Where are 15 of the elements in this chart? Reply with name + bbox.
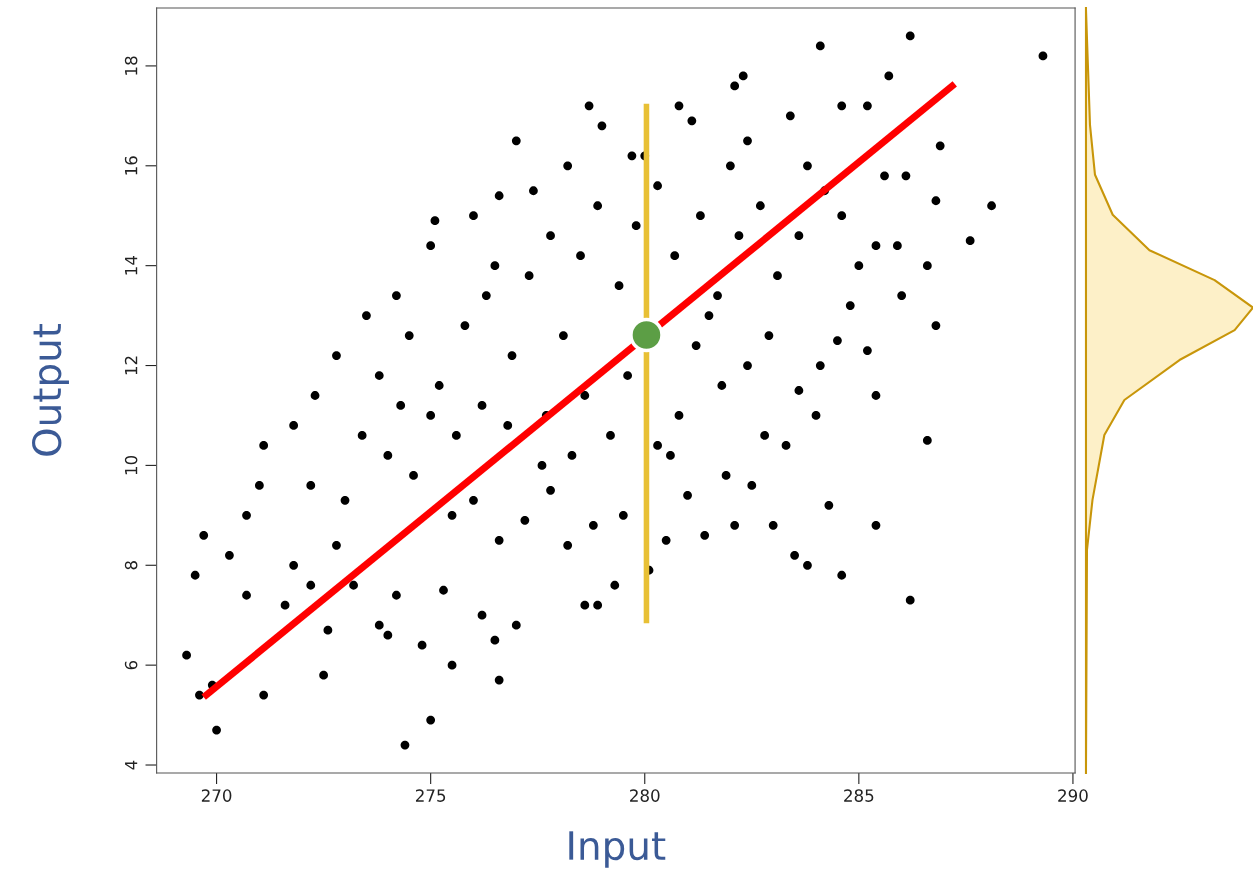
x-tick-label: 280 <box>630 789 660 802</box>
y-tick-label: 14 <box>125 255 138 275</box>
y-tick-label: 4 <box>125 760 138 770</box>
y-tick-label: 16 <box>124 156 138 175</box>
y-tick-label: 8 <box>124 561 138 570</box>
y-tick-label: 18 <box>124 56 138 75</box>
x-axis-title: Input <box>569 831 666 868</box>
x-tick-label: 290 <box>1058 789 1088 802</box>
y-tick-label: 10 <box>124 455 138 475</box>
x-tick-label: 275 <box>415 789 446 802</box>
x-tick-label: 285 <box>844 789 874 802</box>
x-tick-label: 270 <box>201 789 232 802</box>
y-tick-label: 6 <box>124 660 138 670</box>
y-tick-label: 12 <box>124 356 138 375</box>
y-axis-title: Output <box>32 323 69 456</box>
